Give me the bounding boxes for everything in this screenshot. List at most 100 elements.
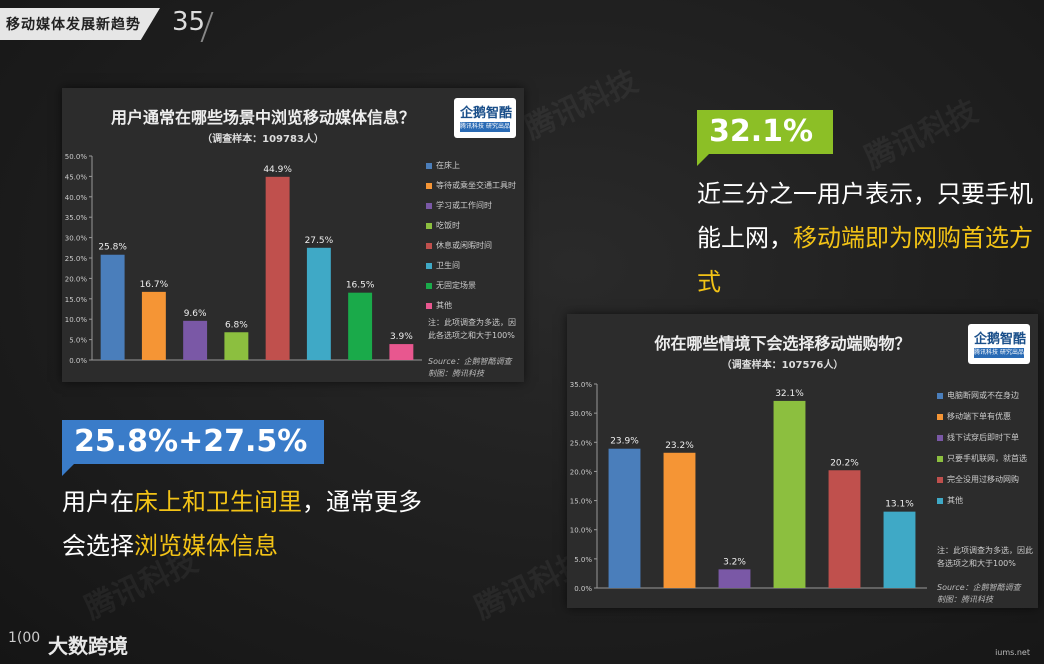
chart-note: 注：此项调查为多选，因此各选项之和大于100% bbox=[428, 318, 516, 340]
bar bbox=[265, 176, 290, 360]
highlight-caption: 近三分之一用户表示，只要手机能上网，移动端即为网购首选方式 bbox=[697, 172, 1037, 304]
y-tick-label: 30.0% bbox=[570, 410, 593, 418]
legend-item: 只要手机联网，就首选 bbox=[937, 453, 1027, 464]
watermark-faint: 腾讯科技 bbox=[519, 63, 644, 147]
y-tick-label: 25.0% bbox=[65, 255, 88, 263]
chart-source: Source：企鹅智酷调查 制图：腾讯科技 bbox=[428, 356, 512, 380]
bar-data-label: 13.1% bbox=[885, 500, 914, 510]
header-tab bbox=[0, 8, 160, 40]
page-number: 35 bbox=[172, 7, 206, 37]
caption-emphasis: 移动端即为网购首选方式 bbox=[697, 224, 1033, 296]
legend-swatch bbox=[426, 182, 432, 189]
highlight-value-box: 25.8%+27.5% bbox=[62, 420, 324, 464]
chart-card-mobile-shopping: 你在哪些情境下会选择移动端购物？ （调查样本：107576人） 企鹅智酷 腾讯科… bbox=[567, 314, 1038, 608]
bar bbox=[663, 452, 696, 588]
logo-text: 企鹅智酷 bbox=[974, 332, 1027, 347]
bar bbox=[100, 254, 125, 360]
y-tick-label: 5.0% bbox=[69, 337, 87, 345]
legend-item: 等待或乘坐交通工具时 bbox=[426, 180, 516, 191]
bar-data-label: 9.6% bbox=[184, 309, 207, 319]
brand-logo-icon: 1(00 bbox=[8, 630, 41, 646]
penguin-logo: 企鹅智酷 腾讯科技 研究出品 bbox=[454, 98, 516, 138]
bar-data-label: 27.5% bbox=[305, 236, 334, 246]
y-tick-label: 25.0% bbox=[570, 439, 593, 447]
highlight-value-box: 32.1% bbox=[697, 110, 833, 154]
logo-text: 企鹅智酷 bbox=[460, 106, 513, 121]
y-tick-label: 30.0% bbox=[65, 235, 88, 243]
legend-item: 吃饭时 bbox=[426, 220, 460, 231]
site-watermark: iums.net bbox=[995, 648, 1030, 657]
bar-data-label: 3.9% bbox=[390, 332, 413, 342]
y-tick-label: 15.0% bbox=[570, 498, 593, 506]
chart-note: 注：此项调查为多选，因此各选项之和大于100% bbox=[937, 546, 1033, 568]
y-tick-label: 10.0% bbox=[65, 316, 88, 324]
legend-label: 完全没用过移动网购 bbox=[947, 475, 1019, 484]
y-tick-label: 0.0% bbox=[69, 357, 87, 365]
source-text: Source：企鹅智酷调查 bbox=[937, 583, 1021, 592]
legend-label: 电脑断网或不在身边 bbox=[947, 391, 1019, 400]
bar bbox=[348, 292, 373, 360]
chart-title: 用户通常在哪些场景中浏览移动媒体信息？ bbox=[110, 108, 415, 127]
legend-swatch bbox=[426, 202, 432, 209]
legend-label: 休息或闲暇时间 bbox=[436, 241, 492, 250]
legend-swatch bbox=[937, 413, 943, 420]
legend-swatch bbox=[937, 476, 943, 483]
y-tick-label: 40.0% bbox=[65, 194, 88, 202]
bar bbox=[828, 470, 861, 588]
legend-item: 线下试穿后即时下单 bbox=[937, 432, 1019, 443]
legend-label: 移动端下单有优惠 bbox=[947, 412, 1011, 421]
bar-data-label: 32.1% bbox=[775, 389, 804, 399]
brand-name: 大数跨境 bbox=[48, 634, 128, 658]
y-tick-label: 10.0% bbox=[570, 527, 593, 535]
legend-label: 线下试穿后即时下单 bbox=[947, 433, 1019, 442]
bar bbox=[306, 247, 331, 360]
bar bbox=[224, 332, 249, 360]
legend-swatch bbox=[426, 222, 432, 229]
bar bbox=[183, 320, 208, 360]
legend-swatch bbox=[426, 282, 432, 289]
highlight-box-tail bbox=[697, 152, 711, 166]
made-by-text: 制图：腾讯科技 bbox=[937, 595, 993, 604]
bar-data-label: 16.7% bbox=[140, 280, 169, 290]
legend-item: 休息或闲暇时间 bbox=[426, 240, 492, 251]
legend-label: 无固定场景 bbox=[436, 281, 476, 290]
caption-emphasis: 浏览媒体信息 bbox=[134, 532, 278, 560]
bar bbox=[141, 291, 166, 360]
bar bbox=[883, 511, 916, 588]
bar bbox=[773, 400, 806, 588]
caption-emphasis: 床上和卫生间里 bbox=[134, 488, 302, 516]
legend-label: 只要手机联网，就首选 bbox=[947, 454, 1027, 463]
y-tick-label: 45.0% bbox=[65, 173, 88, 181]
bar bbox=[718, 569, 751, 588]
legend-item: 无固定场景 bbox=[426, 280, 476, 291]
bar-data-label: 44.9% bbox=[263, 165, 292, 175]
legend-label: 学习或工作间时 bbox=[436, 201, 492, 210]
legend-swatch bbox=[937, 434, 943, 441]
legend-label: 其他 bbox=[947, 496, 963, 505]
source-text: Source：企鹅智酷调查 bbox=[428, 357, 512, 366]
section-title: 移动媒体发展新趋势 bbox=[6, 17, 141, 33]
caption-text: 近三分之一用户表示，只要手机能上网， bbox=[697, 180, 1033, 252]
y-tick-label: 35.0% bbox=[65, 214, 88, 222]
legend-item: 电脑断网或不在身边 bbox=[937, 390, 1019, 401]
legend-item: 完全没用过移动网购 bbox=[937, 474, 1019, 485]
chart-source: Source：企鹅智酷调查 制图：腾讯科技 bbox=[937, 582, 1021, 606]
y-tick-label: 20.0% bbox=[570, 468, 593, 476]
bar-data-label: 16.5% bbox=[346, 281, 375, 291]
legend-item: 移动端下单有优惠 bbox=[937, 411, 1011, 422]
legend-item: 卫生间 bbox=[426, 260, 460, 271]
legend-swatch bbox=[937, 497, 943, 504]
chart-title: 你在哪些情境下会选择移动端购物？ bbox=[654, 334, 911, 353]
logo-subtext: 腾讯科技 研究出品 bbox=[974, 348, 1024, 358]
legend-swatch bbox=[426, 162, 432, 169]
y-tick-label: 50.0% bbox=[65, 153, 88, 161]
bar bbox=[608, 448, 641, 588]
highlight-box-tail bbox=[62, 462, 76, 476]
legend-label: 卫生间 bbox=[436, 261, 460, 270]
chart-subtitle: （调查样本：107576人） bbox=[721, 360, 844, 371]
legend-item: 学习或工作间时 bbox=[426, 200, 492, 211]
legend-item: 其他 bbox=[937, 495, 963, 506]
legend-swatch bbox=[426, 242, 432, 249]
penguin-logo: 企鹅智酷 腾讯科技 研究出品 bbox=[968, 324, 1030, 364]
bar-data-label: 20.2% bbox=[830, 458, 859, 468]
